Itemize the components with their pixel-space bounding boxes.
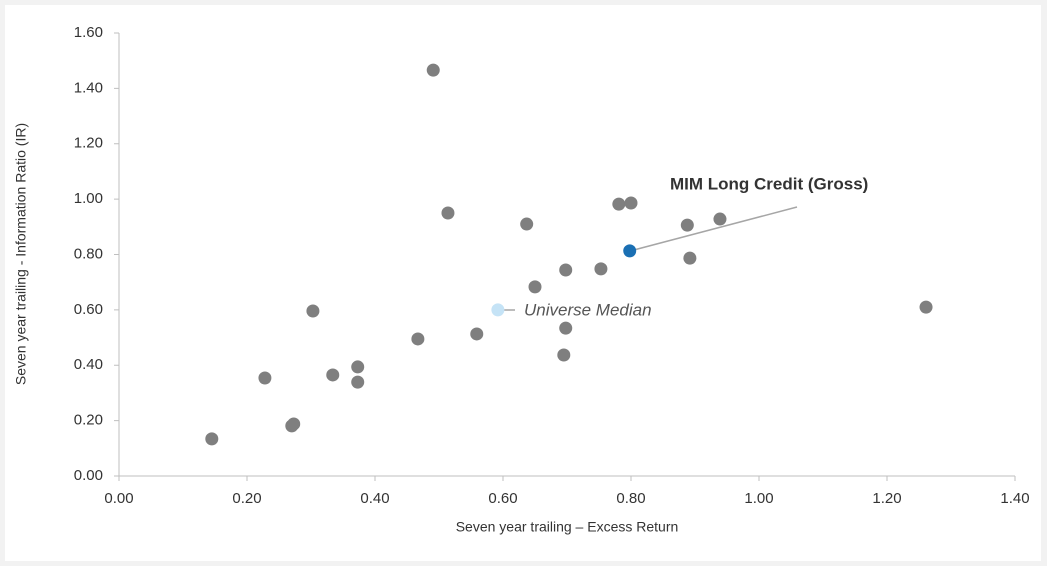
- y-tick-label: 1.00: [74, 190, 103, 207]
- x-axis-title: Seven year trailing – Excess Return: [456, 519, 679, 535]
- chart-area: [5, 5, 1041, 561]
- y-tick-label: 1.20: [74, 135, 103, 152]
- point: [624, 196, 638, 210]
- x-tick-label: 0.20: [232, 490, 261, 507]
- highlight-point: [623, 244, 637, 258]
- annotation-label: MIM Long Credit (Gross): [670, 174, 868, 193]
- point: [683, 251, 697, 265]
- point: [680, 218, 694, 232]
- point: [713, 212, 727, 226]
- point: [559, 263, 573, 277]
- point: [258, 371, 272, 385]
- y-tick-label: 0.00: [74, 467, 103, 484]
- y-tick-label: 0.60: [74, 301, 103, 318]
- point: [205, 432, 219, 446]
- point: [426, 63, 440, 77]
- x-tick-label: 0.80: [616, 490, 645, 507]
- point: [612, 197, 626, 211]
- y-tick-label: 1.60: [74, 24, 103, 41]
- x-tick-label: 1.20: [872, 490, 901, 507]
- point: [287, 417, 301, 431]
- x-tick-label: 1.40: [1000, 490, 1029, 507]
- y-tick-label: 0.20: [74, 412, 103, 429]
- highlight-point: [491, 303, 505, 317]
- annotation-label: Universe Median: [524, 300, 652, 319]
- x-tick-label: 0.40: [360, 490, 389, 507]
- point: [594, 262, 608, 276]
- point: [411, 332, 425, 346]
- y-tick-label: 0.80: [74, 245, 103, 262]
- x-tick-label: 1.00: [744, 490, 773, 507]
- point: [470, 327, 484, 341]
- point: [559, 321, 573, 335]
- x-tick-label: 0.60: [488, 490, 517, 507]
- point: [557, 348, 571, 362]
- y-tick-label: 0.40: [74, 356, 103, 373]
- x-tick-label: 0.00: [104, 490, 133, 507]
- point: [919, 300, 933, 314]
- point: [520, 217, 534, 231]
- y-axis-title: Seven year trailing - Information Ratio …: [13, 123, 29, 385]
- point: [441, 206, 455, 220]
- point: [351, 360, 365, 374]
- point: [326, 368, 340, 382]
- leader-line: [629, 206, 798, 252]
- point: [351, 375, 365, 389]
- point: [528, 280, 542, 294]
- y-tick-label: 1.40: [74, 79, 103, 96]
- point: [306, 304, 320, 318]
